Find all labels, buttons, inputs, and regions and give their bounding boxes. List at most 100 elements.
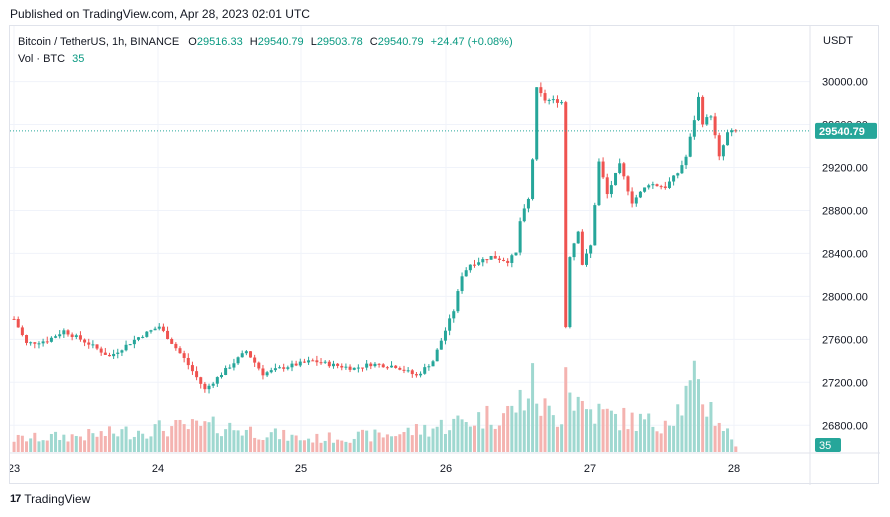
candle-body (568, 257, 572, 328)
candle-body (269, 370, 273, 373)
candle-body (381, 364, 385, 368)
volume-bar (448, 430, 452, 452)
volume-bar (539, 415, 543, 452)
candle-body (726, 132, 730, 146)
volume-bar (435, 426, 439, 452)
candle-body (502, 259, 506, 261)
volume-bar (568, 392, 572, 452)
candle-body (593, 205, 597, 246)
volume-bar (630, 412, 634, 452)
candle-body (522, 208, 526, 222)
volume-bar (696, 379, 700, 452)
candle-body (37, 343, 41, 345)
candle-body (12, 318, 16, 320)
volume-bar (240, 435, 244, 452)
volume-bar (522, 410, 526, 452)
volume-bar (601, 409, 605, 452)
y-tick-label: 28400.00 (822, 248, 868, 260)
candle-body (468, 264, 472, 271)
candle-body (54, 336, 58, 338)
candle-body (614, 172, 618, 186)
volume-bar (344, 441, 348, 452)
volume-bar (62, 434, 66, 452)
candle-body (717, 135, 721, 157)
candle-body (477, 262, 481, 265)
candle-body (448, 318, 452, 331)
candle-body (526, 198, 530, 209)
volume-bar (211, 416, 215, 452)
volume-bar (514, 412, 518, 452)
y-tick-label: 28800.00 (822, 205, 868, 217)
volume-bar (589, 409, 593, 452)
volume-bar (481, 428, 485, 452)
volume-bar (16, 434, 20, 452)
candle-body (489, 255, 493, 260)
candle-body (66, 330, 70, 335)
candle-body (414, 374, 418, 376)
candle-body (124, 344, 128, 351)
volume-bar (526, 398, 530, 452)
x-tick-label: 27 (584, 463, 596, 475)
high-value: 29540.79 (257, 36, 304, 48)
candle-body (33, 342, 37, 344)
candle-body (211, 383, 215, 386)
tradingview-footer[interactable]: 17 TradingView (10, 492, 90, 506)
candle-body (597, 161, 601, 206)
candle-body (99, 348, 103, 353)
volume-bar (170, 426, 174, 452)
volume-bar (257, 439, 261, 452)
volume-bar (315, 433, 319, 452)
volume-bar (423, 424, 427, 452)
candle-body (373, 363, 377, 367)
candle-body (323, 361, 327, 363)
volume-bar (54, 431, 58, 452)
volume-bar (37, 441, 41, 452)
candle-body (506, 260, 510, 263)
y-tick-label: 29200.00 (822, 163, 868, 175)
volume-bar (473, 425, 477, 452)
volume-bar (348, 442, 352, 452)
volume-bar (265, 437, 269, 452)
volume-bar (576, 396, 580, 452)
candle-body (394, 365, 398, 368)
candle-body (282, 367, 286, 369)
volume-bar (336, 439, 340, 452)
volume-bar (261, 439, 265, 452)
symbol-label: Bitcoin / TetherUS, 1h, BINANCE (18, 36, 180, 48)
volume-bar (236, 430, 240, 452)
candle-body (112, 353, 116, 357)
volume-bar (182, 424, 186, 452)
candle-body (510, 255, 514, 263)
volume-bar (228, 422, 232, 452)
volume-bar (506, 405, 510, 452)
candle-body (224, 367, 228, 375)
volume-bar (369, 441, 373, 452)
volume-bar (199, 425, 203, 452)
volume-bar (385, 434, 389, 452)
candle-body (622, 163, 626, 177)
candle-body (713, 116, 717, 136)
volume-bar (643, 419, 647, 452)
candle-body (340, 365, 344, 368)
volume-bar (692, 360, 696, 452)
volume-bar (124, 426, 128, 452)
candle-body (676, 173, 680, 176)
candle-body (572, 243, 576, 258)
volume-bar (717, 422, 721, 452)
candle-body (232, 363, 236, 368)
candle-body (352, 367, 356, 370)
volume-bar (414, 424, 418, 452)
candlestick-chart[interactable]: 30000.0029600.0029200.0028800.0028400.00… (10, 26, 880, 485)
low-label: L (310, 36, 317, 48)
volume-bar (120, 429, 124, 452)
high-label: H (249, 36, 258, 48)
volume-bar (676, 404, 680, 452)
candle-body (493, 255, 497, 259)
chart-frame[interactable]: 30000.0029600.0029200.0028800.0028400.00… (9, 25, 880, 485)
candle-body (74, 335, 78, 337)
last-volume-badge (815, 438, 841, 452)
volume-bar (12, 441, 16, 452)
volume-bar (460, 419, 464, 452)
candle-body (344, 366, 348, 368)
candle-body (721, 145, 725, 157)
